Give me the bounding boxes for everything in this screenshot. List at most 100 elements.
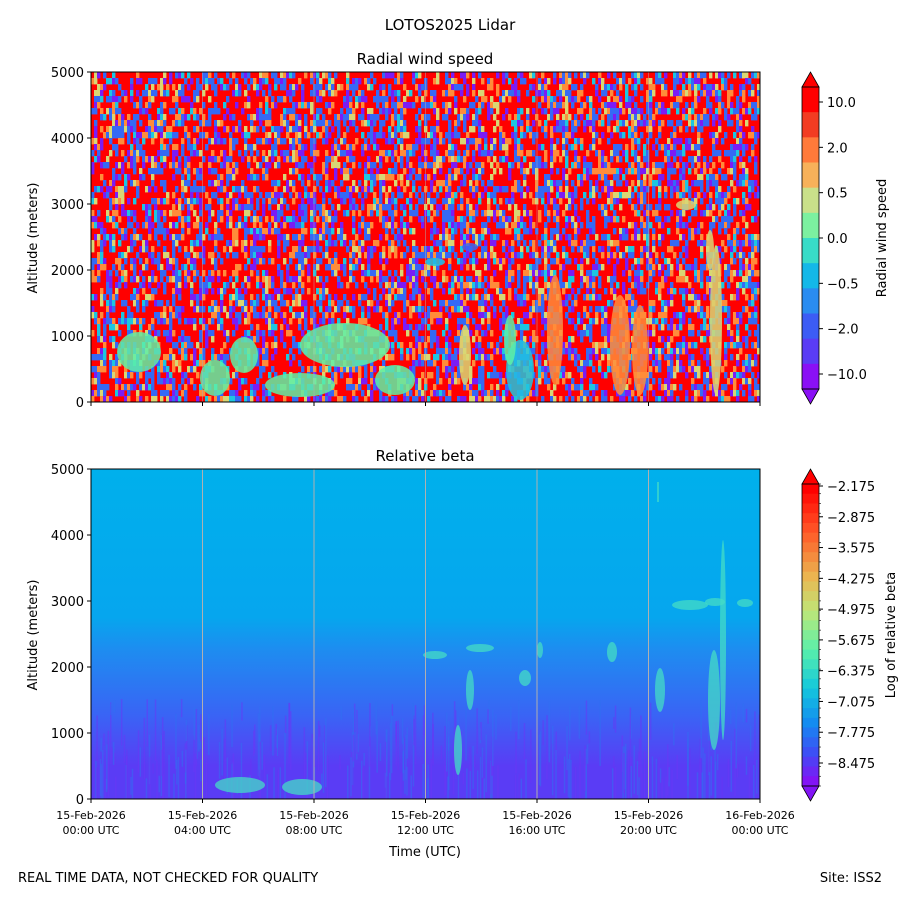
panel-b-colorbar-swatch bbox=[802, 688, 819, 699]
panel-b-xtick-date: 15-Feb-2026 bbox=[279, 809, 348, 822]
panel-b-colorbar-swatch bbox=[802, 659, 819, 670]
panel-b-colorbar-swatch bbox=[802, 581, 819, 592]
panel-b-xtick-time: 16:00 UTC bbox=[508, 824, 565, 837]
panel-a-colorbar-max-arrow bbox=[801, 71, 820, 88]
panel-b-xtick-date: 15-Feb-2026 bbox=[614, 809, 683, 822]
panel-b-colorbar-tick-label: −4.275 bbox=[827, 572, 875, 587]
panel-b-colorbar-tick-label: −2.875 bbox=[827, 511, 875, 526]
panel-b-colorbar-swatch bbox=[802, 513, 819, 524]
panel-b-xtick-time: 20:00 UTC bbox=[620, 824, 677, 837]
panel-b-colorbar-swatch bbox=[802, 708, 819, 719]
panel-a-colorbar-ticks: 10.0 2.0 0.5 0.0 −0.5 −2.0 −10.0 bbox=[819, 96, 867, 383]
panel-b-colorbar-tick-label: −7.775 bbox=[827, 726, 875, 741]
panel-b-ylabel: Altitude (meters) bbox=[26, 580, 41, 691]
panel-a-colorbar-swatch bbox=[802, 212, 819, 239]
panel-b-colorbar-swatch bbox=[802, 698, 819, 709]
panel-a-colorbar-tick-label: 0.0 bbox=[827, 232, 848, 247]
panel-a-colorbar-swatch bbox=[802, 137, 819, 163]
panel-a-colorbar-tick-label: 2.0 bbox=[827, 141, 848, 156]
panel-b-colorbar-swatch bbox=[802, 542, 819, 553]
panel-b-colorbar-ticks: −2.175 −2.875 −3.575 −4.275 −4.975 −5.675 −6.3… bbox=[819, 480, 875, 787]
panel-b-heatmap bbox=[91, 469, 760, 799]
panel-b-colorbar-frame bbox=[801, 483, 820, 787]
panel-b-colorbar-swatch bbox=[802, 552, 819, 563]
panel-b-xtick-date: 16-Feb-2026 bbox=[725, 809, 794, 822]
panel-a-title: Radial wind speed bbox=[357, 50, 494, 68]
panel-a-ytick-label: 3000 bbox=[51, 198, 84, 213]
panel-a-colorbar-label: Radial wind speed bbox=[875, 179, 890, 297]
panel-b-xtick-time: 12:00 UTC bbox=[397, 824, 454, 837]
panel-b-xtick-time: 00:00 UTC bbox=[731, 824, 788, 837]
panel-b-ytick-label: 0 bbox=[76, 793, 84, 808]
panel-b-colorbar-tick-label: −8.475 bbox=[827, 757, 875, 772]
panel-b-title: Relative beta bbox=[375, 447, 474, 465]
panel-b-ytick-label: 2000 bbox=[51, 661, 84, 676]
panel-b-colorbar-swatch bbox=[802, 600, 819, 612]
panel-a-colorbar-swatch bbox=[802, 162, 819, 189]
panel-b-colorbar-swatch bbox=[802, 503, 819, 514]
panel-b-colorbar-swatch bbox=[802, 571, 819, 582]
panel-a-colorbar-tick-label: −10.0 bbox=[827, 368, 867, 383]
panel-a-colorbar-tick-label: −0.5 bbox=[827, 277, 859, 292]
panel-b-xtick-time: 00:00 UTC bbox=[62, 824, 119, 837]
panel-a-colorbar-swatch bbox=[802, 112, 819, 138]
panel-b-colorbar-swatch bbox=[802, 493, 819, 504]
panel-b-colorbar-swatch bbox=[802, 639, 819, 651]
panel-b-colorbar-swatch bbox=[802, 717, 819, 729]
panel-b-yaxis: 0 1000 2000 3000 4000 5000 bbox=[51, 463, 91, 808]
panel-a-colorbar-tick-label: 10.0 bbox=[827, 96, 856, 111]
panel-b-xtick-date: 15-Feb-2026 bbox=[168, 809, 237, 822]
panel-a-colorbar-swatch bbox=[802, 263, 819, 289]
panel-b-colorbar-label: Log of relative beta bbox=[884, 572, 899, 699]
panel-a-heatmap bbox=[91, 72, 760, 402]
panel-b-colorbar-swatch bbox=[802, 591, 819, 602]
panel-b-colorbar-swatch bbox=[802, 678, 819, 690]
panel-a-colorbar-swatch bbox=[802, 288, 819, 314]
panel-b-colorbar-swatch bbox=[802, 630, 819, 641]
panel-b-xtick-time: 08:00 UTC bbox=[285, 824, 342, 837]
panel-a-colorbar-swatch bbox=[802, 238, 819, 264]
panel-b-colorbar-swatch bbox=[802, 522, 819, 534]
panel-a-colorbar-tick-label: 0.5 bbox=[827, 187, 848, 202]
panel-b-colorbar-max-arrow bbox=[801, 468, 820, 485]
panel-b-colorbar-tick-label: −7.075 bbox=[827, 695, 875, 710]
panel-b-colorbar-tick-label: −4.975 bbox=[827, 603, 875, 618]
panel-b-colorbar-swatch bbox=[802, 727, 819, 738]
panel-b-xaxis: 15-Feb-2026 00:00 UTC 15-Feb-2026 04:00 UTC… bbox=[56, 799, 795, 837]
panel-b-colorbar-swatch bbox=[802, 766, 819, 777]
panel-b-xtick-time: 04:00 UTC bbox=[174, 824, 231, 837]
panel-b-ytick-label: 5000 bbox=[51, 463, 84, 478]
panel-b-colorbar-swatch bbox=[802, 649, 819, 660]
panel-a-yaxis: 0 1000 2000 3000 4000 5000 bbox=[51, 66, 91, 411]
panel-b-colorbar-swatch bbox=[802, 776, 819, 787]
panel-b-xtick-date: 15-Feb-2026 bbox=[502, 809, 571, 822]
panel-b-colorbar-min-arrow bbox=[801, 785, 820, 802]
panel-a-colorbar-swatch bbox=[802, 363, 819, 390]
panel-a-xaxis bbox=[90, 402, 761, 406]
panel-b-colorbar-tick-label: −2.175 bbox=[827, 480, 875, 495]
panel-b-colorbar-tick-label: −6.375 bbox=[827, 665, 875, 680]
panel-b-colorbar-swatch bbox=[802, 532, 819, 543]
panel-b-ytick-label: 1000 bbox=[51, 727, 84, 742]
panel-a-colorbar-swatch bbox=[802, 87, 819, 113]
panel-a-colorbar bbox=[801, 71, 820, 405]
panel-a-ytick-label: 5000 bbox=[51, 66, 84, 81]
footer-site: Site: ISS2 bbox=[820, 871, 882, 886]
panel-a-colorbar-swatch bbox=[802, 313, 819, 340]
panel-b-xlabel: Time (UTC) bbox=[388, 845, 461, 860]
panel-b-xtick-date: 15-Feb-2026 bbox=[56, 809, 125, 822]
panel-a-colorbar-swatch bbox=[802, 187, 819, 214]
panel-b-ytick-label: 4000 bbox=[51, 529, 84, 544]
panel-b-colorbar-swatch bbox=[802, 756, 819, 768]
panel-a-ylabel: Altitude (meters) bbox=[26, 183, 41, 294]
panel-b-colorbar-tick-label: −3.575 bbox=[827, 542, 875, 557]
panel-a-colorbar-swatch bbox=[802, 338, 819, 365]
panel-b-colorbar-swatch bbox=[802, 669, 819, 680]
panel-b-colorbar-swatch bbox=[802, 561, 819, 573]
panel-b-colorbar-swatch bbox=[802, 737, 819, 748]
figure-suptitle: LOTOS2025 Lidar bbox=[385, 16, 516, 34]
panel-b-colorbar-swatch bbox=[802, 747, 819, 758]
panel-b-ytick-label: 3000 bbox=[51, 595, 84, 610]
panel-b-colorbar-tick-label: −5.675 bbox=[827, 634, 875, 649]
